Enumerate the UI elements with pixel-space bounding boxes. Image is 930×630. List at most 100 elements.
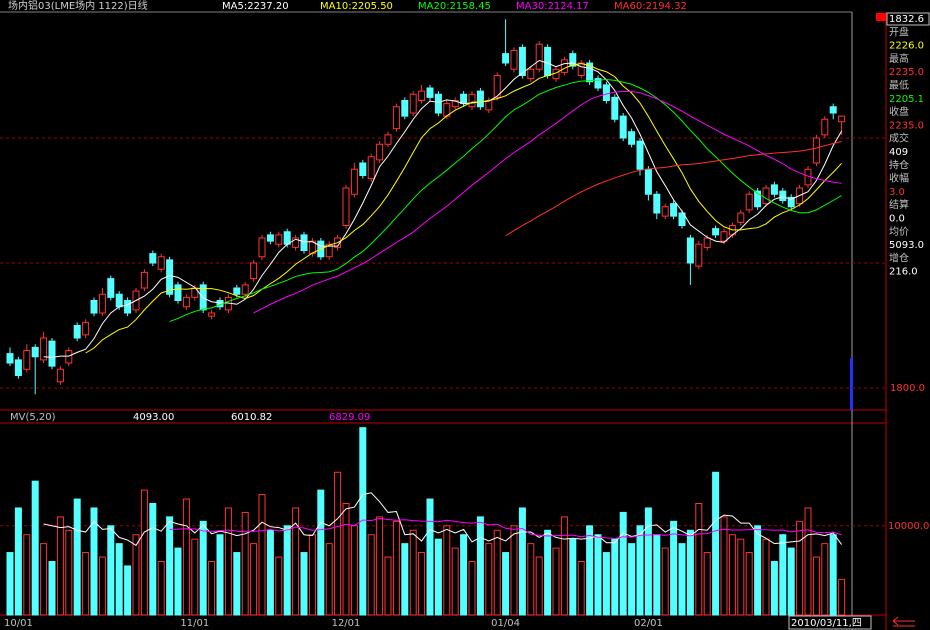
volume-bar [199,520,207,616]
volume-bar [409,529,417,616]
volume-bar [518,507,526,616]
volume-bar [132,534,140,616]
candle-body [300,234,308,251]
candle-body [250,262,258,280]
y-tick-label: 10000.0 [888,521,929,532]
candle-body [770,184,778,195]
candle-body [241,284,249,295]
scroll-marker [850,358,853,410]
volume-bar [73,498,81,616]
volume-bar [619,511,627,616]
candle-body [678,212,686,226]
info-line: 收幅 [889,172,909,185]
volume-readout: 6829.09 [329,412,370,423]
info-line: 收盘 [889,105,909,118]
info-line: 均价 [889,226,909,238]
info-line: 2226.0 [889,41,924,52]
volume-bar [157,560,165,616]
ma-label: MA20:2158.45 [418,1,491,12]
candle-body [409,93,417,114]
volume-bar [460,534,468,616]
candle-body [661,206,669,217]
volume-bar [325,543,333,616]
volume-bar [23,534,31,616]
candle-body [502,53,510,64]
candle-body [787,196,795,208]
volume-bar [762,538,770,616]
info-line: 2235.0 [889,67,924,78]
candle-body [182,296,190,308]
candle-body [518,46,526,76]
candle-body [510,50,518,70]
candle-body [560,59,568,73]
candle-body [90,300,98,314]
candle-body [821,118,829,136]
volume-bar [334,471,342,616]
volume-bar [703,552,711,616]
candle-body [82,321,90,336]
candle-body [434,93,442,114]
volume-bar [670,520,678,616]
volume-bar [31,480,39,616]
ma-line [253,91,842,314]
info-line: 5093.0 [889,240,924,251]
candle-body [451,100,459,108]
ma-line [505,141,842,237]
volume-bar [796,520,804,616]
volume-bar [149,502,157,616]
candle-body [745,193,753,211]
x-tick-label: 01/04 [491,618,520,629]
candle-body [292,237,300,248]
candle-body [712,228,720,236]
volume-bar [804,507,812,616]
volume-bar [510,525,518,616]
candle-body [426,87,434,98]
info-line: 216.0 [889,267,918,278]
volume-bar [208,560,216,616]
volume-bar [342,502,350,616]
volume-bar [821,543,829,616]
candle-body [628,131,636,145]
volume-bar [636,525,644,616]
volume-bar [493,529,501,616]
ma-label: MA30:2124.17 [516,1,589,12]
volume-bar [560,516,568,616]
volume-bar [40,543,48,616]
candle-body [460,93,468,105]
candle-body [233,287,241,295]
candle-body [401,100,409,117]
volume-bar [300,552,308,616]
volume-bar [174,547,182,616]
volume-bar [770,560,778,616]
candle-body [569,53,577,67]
candle-body [602,84,610,101]
candle-body [476,90,484,108]
volume-bar [216,534,224,616]
scroll-arrow[interactable] [892,616,915,627]
volume-bar [48,560,56,616]
volume-label: MV(5,20) [10,412,56,423]
candle-body [838,115,846,123]
volume-readout: 4093.00 [133,412,174,423]
x-tick-label: 12/01 [332,618,361,629]
candle-body [174,284,182,301]
candle-body [208,312,216,317]
volume-bar [535,556,543,616]
volume-bar [359,427,367,616]
volume-bar [661,547,669,616]
candle-body [527,68,535,80]
volume-bar [384,556,392,616]
candle-body [636,140,644,170]
candle-body [720,231,728,242]
cursor-date: 2010/03/11,四 [791,618,862,629]
candle-body [40,337,48,361]
volume-bar [728,534,736,616]
volume-bar [577,560,585,616]
candle-body [65,350,73,364]
candle-body [594,78,602,89]
candle-body [754,190,762,208]
volume-bar [182,498,190,616]
volume-bar [611,538,619,616]
info-highlight [886,12,930,26]
volume-bar [283,525,291,616]
